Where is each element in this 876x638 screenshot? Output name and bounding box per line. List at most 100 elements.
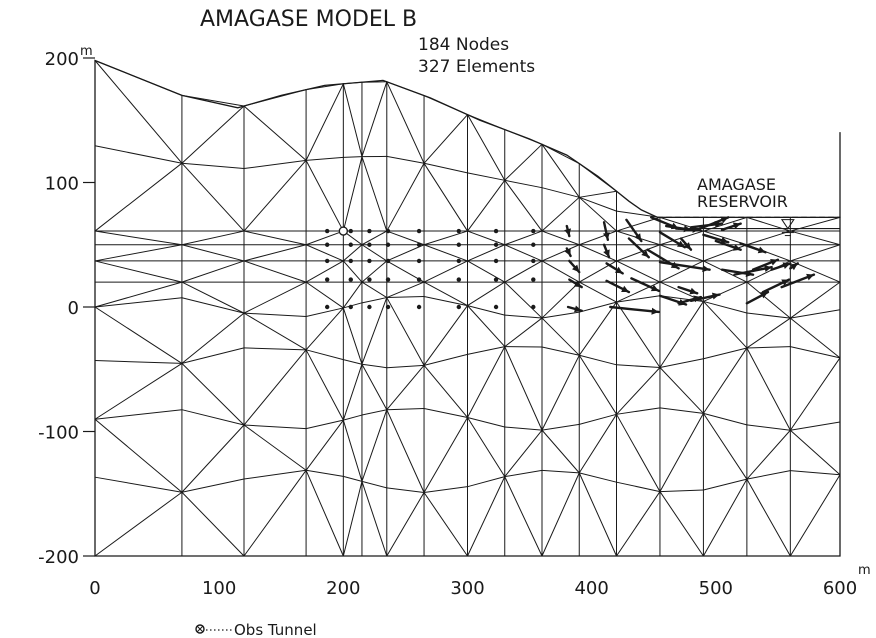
vector-node [348, 228, 353, 234]
y-tick: 0 [68, 298, 95, 319]
mesh-line [386, 487, 425, 494]
x-tick: 0 [89, 578, 100, 599]
mesh-line [94, 162, 183, 232]
displacement-vector [702, 233, 730, 244]
displacement-vector [646, 248, 680, 270]
reservoir [338, 216, 841, 237]
vector-node [456, 228, 462, 234]
mesh-line [746, 260, 791, 283]
vector-node [367, 258, 372, 264]
mesh-line [305, 281, 344, 309]
displacement-vector [602, 221, 610, 241]
mesh-line [578, 260, 617, 283]
mesh-line [504, 476, 543, 557]
mesh-line [94, 360, 183, 364]
mesh-line [305, 230, 344, 246]
mesh-line [702, 478, 748, 491]
mesh-line [578, 230, 617, 246]
displacement-vector [770, 262, 792, 271]
vector-head [702, 265, 710, 273]
displacement-vector [745, 290, 770, 305]
mesh-line [746, 312, 791, 319]
vector-node [493, 277, 499, 282]
mesh-line [305, 244, 344, 262]
vector-node [456, 242, 462, 247]
mesh-line [181, 491, 245, 557]
x-tick-label: 600 [823, 578, 857, 599]
x-tick-label: 200 [326, 578, 360, 599]
mesh-line [504, 469, 543, 478]
mesh-line [467, 244, 506, 262]
vector-node [348, 304, 353, 310]
vector-node [493, 304, 499, 310]
vector-head [603, 249, 610, 258]
displacement-vector [348, 242, 353, 247]
vector-head [757, 246, 766, 254]
mesh-line [702, 260, 748, 283]
mesh-line [94, 297, 183, 308]
mesh-line [386, 297, 425, 366]
displacement-vector [416, 228, 422, 234]
mesh-line [305, 419, 344, 471]
mesh-line [342, 156, 363, 232]
mesh-line [386, 408, 425, 411]
mesh-line [702, 412, 748, 480]
mesh-line [789, 230, 841, 246]
vector-head [676, 240, 685, 248]
mesh-line [243, 347, 307, 351]
mesh-line [541, 143, 580, 198]
mesh-line [181, 478, 245, 493]
vector-shaft [658, 260, 711, 271]
y-tick: -200 [38, 547, 95, 568]
vector-node [531, 304, 536, 310]
displacement-vector [696, 216, 730, 232]
mesh-line [702, 230, 748, 246]
mesh-line [541, 354, 580, 431]
displacement-vector [456, 228, 462, 234]
mesh-line [541, 187, 580, 198]
displacement-vector [658, 260, 711, 273]
y-tick: 100 [45, 174, 95, 195]
y-tick-label: -200 [38, 547, 79, 568]
displacement-vector [780, 273, 816, 289]
mesh-line [746, 429, 791, 480]
displacement-vector [456, 304, 462, 310]
mesh-line [361, 297, 388, 304]
mesh-line [659, 300, 704, 368]
vector-head [650, 284, 659, 292]
mesh-line [386, 81, 425, 164]
mesh-line [305, 419, 344, 430]
displacement-vector [677, 295, 703, 305]
mesh-line [702, 478, 748, 557]
vector-head [732, 222, 741, 230]
mesh-line [386, 296, 425, 299]
mesh-line [342, 307, 363, 365]
mesh-line [467, 260, 506, 283]
mesh-line [94, 59, 183, 164]
vector-node [416, 277, 422, 282]
vector-node [531, 242, 536, 247]
vector-node [416, 242, 422, 247]
mesh-line [789, 429, 841, 476]
mesh-line [746, 230, 791, 246]
mesh-line [342, 475, 363, 482]
annotations: AMAGASE MODEL B 184 Nodes 327 Elements A… [195, 7, 788, 638]
vector-node [324, 258, 330, 264]
mesh-line [578, 301, 617, 356]
displacement-vector [367, 242, 372, 247]
mesh-line [578, 281, 617, 303]
displacement-vector [456, 258, 462, 264]
mesh-line [243, 469, 307, 557]
vector-head [782, 262, 791, 269]
vector-node [493, 258, 499, 264]
vector-head [781, 279, 790, 286]
vector-head [790, 263, 798, 271]
displacement-vector [531, 304, 536, 310]
mesh-line [94, 418, 183, 493]
mesh-line [423, 260, 468, 283]
mesh-line [243, 349, 307, 426]
mesh-line [746, 478, 791, 557]
mesh-line [702, 244, 748, 262]
mesh-line [504, 429, 543, 478]
